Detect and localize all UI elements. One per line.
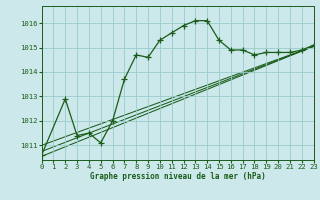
X-axis label: Graphe pression niveau de la mer (hPa): Graphe pression niveau de la mer (hPa) bbox=[90, 172, 266, 181]
